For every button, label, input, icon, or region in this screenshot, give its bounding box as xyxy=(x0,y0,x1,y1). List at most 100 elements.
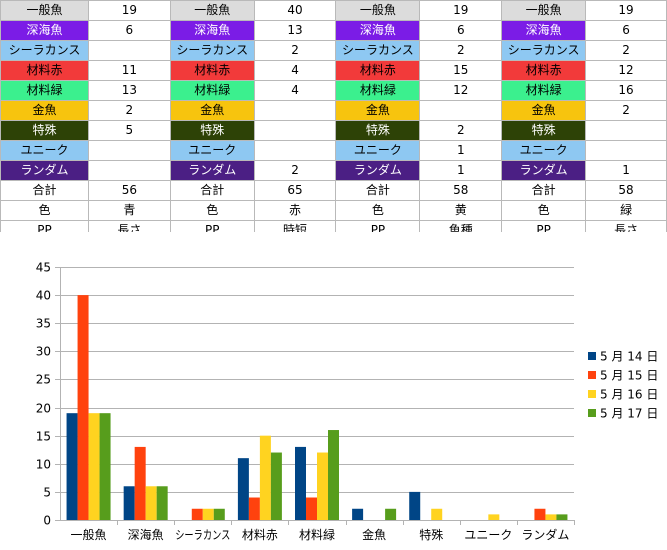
fish-type-cell[interactable]: 材料赤 xyxy=(169,60,255,81)
count-cell[interactable]: 6 xyxy=(585,20,667,41)
count-cell[interactable]: 4 xyxy=(253,80,337,101)
count-cell[interactable]: 2 xyxy=(253,160,337,181)
fish-type-cell[interactable]: 特殊 xyxy=(335,120,421,141)
summary-value-cell[interactable]: 青 xyxy=(87,200,171,221)
table-row: 特殊 5 特殊 特殊 2 特殊 xyxy=(0,120,667,141)
summary-value-cell[interactable]: 赤 xyxy=(253,200,337,221)
fish-type-cell[interactable]: 深海魚 xyxy=(335,20,421,41)
count-cell[interactable]: 2 xyxy=(253,40,337,61)
count-cell[interactable]: 19 xyxy=(419,0,503,21)
bar xyxy=(237,458,249,520)
fish-type-cell[interactable]: 一般魚 xyxy=(0,0,89,21)
summary-label-cell[interactable]: 合計 xyxy=(0,180,89,201)
fish-type-cell[interactable]: 深海魚 xyxy=(0,20,89,41)
fish-type-cell[interactable]: 材料赤 xyxy=(335,60,421,81)
fish-type-cell[interactable]: 金魚 xyxy=(0,100,89,121)
fish-type-cell[interactable]: ユニーク xyxy=(501,140,587,161)
fish-type-cell[interactable]: 一般魚 xyxy=(501,0,587,21)
count-cell[interactable]: 40 xyxy=(253,0,337,21)
count-cell[interactable]: 6 xyxy=(419,20,503,41)
fish-type-cell[interactable]: 深海魚 xyxy=(501,20,587,41)
fish-type-cell[interactable]: ユニーク xyxy=(0,140,89,161)
count-cell[interactable] xyxy=(87,160,171,181)
summary-value-cell[interactable]: 58 xyxy=(585,180,667,201)
count-cell[interactable]: 4 xyxy=(253,60,337,81)
count-cell[interactable] xyxy=(419,100,503,121)
count-cell[interactable] xyxy=(253,100,337,121)
count-cell[interactable]: 12 xyxy=(585,60,667,81)
table-row: 深海魚 6 深海魚 13 深海魚 6 深海魚 6 xyxy=(0,20,667,41)
fish-type-cell[interactable]: ランダム xyxy=(0,160,89,181)
count-cell[interactable]: 2 xyxy=(87,100,171,121)
count-cell[interactable]: 2 xyxy=(585,100,667,121)
y-tick-label: 5 xyxy=(43,486,51,500)
count-cell[interactable]: 16 xyxy=(585,80,667,101)
summary-value-cell[interactable]: 58 xyxy=(419,180,503,201)
summary-value-cell[interactable]: 56 xyxy=(87,180,171,201)
fish-type-cell[interactable]: ランダム xyxy=(501,160,587,181)
x-category-label: 特殊 xyxy=(419,527,443,542)
summary-label-cell[interactable]: 合計 xyxy=(335,180,421,201)
count-cell[interactable]: 5 xyxy=(87,120,171,141)
count-cell[interactable]: 13 xyxy=(87,80,171,101)
count-cell[interactable]: 19 xyxy=(585,0,667,21)
fish-type-cell[interactable]: 特殊 xyxy=(169,120,255,141)
fish-type-cell[interactable]: ランダム xyxy=(169,160,255,181)
count-cell[interactable]: 12 xyxy=(419,80,503,101)
fish-type-cell[interactable]: ユニーク xyxy=(335,140,421,161)
y-tick-label: 30 xyxy=(36,345,51,359)
count-cell[interactable]: 13 xyxy=(253,20,337,41)
summary-label-cell[interactable]: 色 xyxy=(0,200,89,221)
summary-value-cell[interactable]: 緑 xyxy=(585,200,667,221)
x-category-label: シーラカンス xyxy=(175,528,230,542)
legend: 5 月 14 日 5 月 15 日 5 月 16 日 5 月 17 日 xyxy=(588,350,658,421)
fish-type-cell[interactable]: 材料緑 xyxy=(0,80,89,101)
summary-label-cell[interactable]: 合計 xyxy=(501,180,587,201)
count-cell[interactable]: 2 xyxy=(419,40,503,61)
count-cell[interactable]: 6 xyxy=(87,20,171,41)
fish-type-cell[interactable]: シーラカンス xyxy=(0,40,89,61)
fish-type-cell[interactable]: 一般魚 xyxy=(335,0,421,21)
fish-type-cell[interactable]: 材料赤 xyxy=(501,60,587,81)
bars xyxy=(66,295,568,520)
count-cell[interactable]: 19 xyxy=(87,0,171,21)
fish-type-cell[interactable]: シーラカンス xyxy=(169,40,255,61)
count-cell[interactable] xyxy=(585,140,667,161)
bar xyxy=(431,508,443,520)
count-cell[interactable] xyxy=(87,140,171,161)
count-cell[interactable] xyxy=(253,140,337,161)
count-cell[interactable] xyxy=(253,120,337,141)
fish-type-cell[interactable]: 金魚 xyxy=(335,100,421,121)
count-cell[interactable]: 2 xyxy=(585,40,667,61)
y-tick-label: 15 xyxy=(36,430,51,444)
count-cell[interactable] xyxy=(87,40,171,61)
summary-value-cell[interactable]: 黄 xyxy=(419,200,503,221)
fish-type-cell[interactable]: ランダム xyxy=(335,160,421,181)
table-row: シーラカンス シーラカンス 2 シーラカンス 2 シーラカンス 2 xyxy=(0,40,667,61)
fish-type-cell[interactable]: 材料赤 xyxy=(0,60,89,81)
fish-type-cell[interactable]: 特殊 xyxy=(0,120,89,141)
fish-type-cell[interactable]: シーラカンス xyxy=(335,40,421,61)
fish-type-cell[interactable]: 材料緑 xyxy=(335,80,421,101)
fish-type-cell[interactable]: ユニーク xyxy=(169,140,255,161)
fish-type-cell[interactable]: 一般魚 xyxy=(169,0,255,21)
count-cell[interactable]: 1 xyxy=(419,140,503,161)
summary-label-cell[interactable]: 色 xyxy=(501,200,587,221)
count-cell[interactable] xyxy=(585,120,667,141)
summary-value-cell[interactable]: 65 xyxy=(253,180,337,201)
fish-type-cell[interactable]: 材料緑 xyxy=(169,80,255,101)
fish-type-cell[interactable]: 金魚 xyxy=(501,100,587,121)
summary-label-cell[interactable]: 色 xyxy=(169,200,255,221)
fish-type-cell[interactable]: シーラカンス xyxy=(501,40,587,61)
summary-label-cell[interactable]: 色 xyxy=(335,200,421,221)
fish-type-cell[interactable]: 特殊 xyxy=(501,120,587,141)
fish-type-cell[interactable]: 金魚 xyxy=(169,100,255,121)
count-cell[interactable]: 1 xyxy=(419,160,503,181)
fish-type-cell[interactable]: 深海魚 xyxy=(169,20,255,41)
fish-type-cell[interactable]: 材料緑 xyxy=(501,80,587,101)
count-cell[interactable]: 11 xyxy=(87,60,171,81)
count-cell[interactable]: 1 xyxy=(585,160,667,181)
summary-label-cell[interactable]: 合計 xyxy=(169,180,255,201)
count-cell[interactable]: 2 xyxy=(419,120,503,141)
count-cell[interactable]: 15 xyxy=(419,60,503,81)
